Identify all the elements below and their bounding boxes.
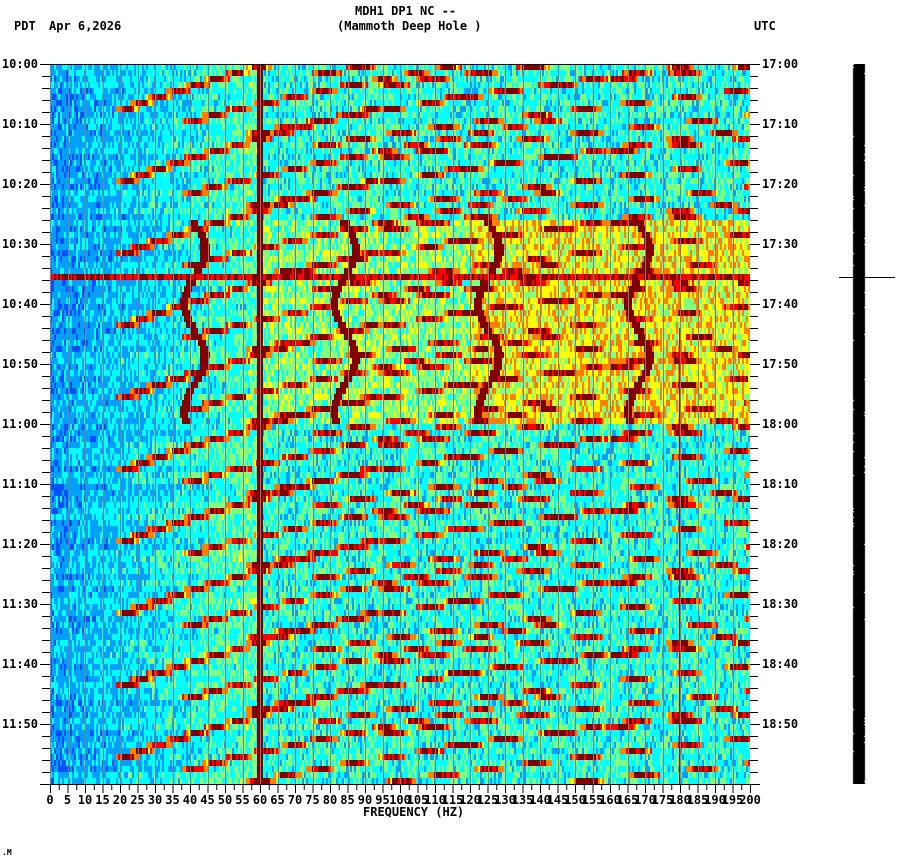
y-tick-label-right: 17:10 bbox=[762, 117, 799, 131]
x-tick-label: 45 bbox=[200, 793, 215, 807]
x-tick-label: 180 bbox=[669, 793, 691, 807]
x-tick-label: 95 bbox=[375, 793, 390, 807]
y-tick-label-right: 17:30 bbox=[762, 237, 799, 251]
x-tick-label: 75 bbox=[305, 793, 320, 807]
x-tick-label: 115 bbox=[441, 793, 464, 807]
y-tick-label-right: 17:50 bbox=[762, 357, 799, 371]
y-tick-label-left: 10:20 bbox=[1, 177, 38, 191]
x-tick-label: 10 bbox=[77, 793, 93, 807]
x-tick-label: 120 bbox=[459, 793, 481, 807]
left-timezone-label: PDT bbox=[14, 19, 36, 33]
y-tick-label-left: 11:00 bbox=[1, 417, 38, 431]
x-tick-label: 160 bbox=[599, 793, 621, 807]
y-tick-label-left: 11:10 bbox=[1, 477, 38, 491]
x-tick-label: 100 bbox=[389, 793, 411, 807]
x-tick-label: 15 bbox=[95, 793, 110, 807]
x-tick-label: 20 bbox=[112, 793, 128, 807]
x-tick-label: 50 bbox=[217, 793, 233, 807]
x-tick-label: 185 bbox=[686, 793, 709, 807]
x-tick-label: 60 bbox=[252, 793, 268, 807]
x-tick-label: 145 bbox=[546, 793, 569, 807]
x-tick-label: 175 bbox=[651, 793, 674, 807]
y-tick-label-right: 18:20 bbox=[762, 537, 799, 551]
y-tick-label-right: 18:30 bbox=[762, 597, 799, 611]
x-tick-label: 125 bbox=[476, 793, 499, 807]
y-tick-label-left: 10:00 bbox=[1, 57, 38, 71]
x-tick-label: 135 bbox=[511, 793, 534, 807]
x-tick-label: 150 bbox=[564, 793, 586, 807]
station-title: MDH1 DP1 NC -- bbox=[355, 4, 457, 18]
y-tick-label-right: 18:50 bbox=[762, 717, 799, 731]
x-tick-label: 165 bbox=[616, 793, 639, 807]
x-tick-label: 200 bbox=[739, 793, 761, 807]
y-tick-label-right: 18:40 bbox=[762, 657, 799, 671]
x-tick-label: 85 bbox=[340, 793, 355, 807]
x-tick-label: 155 bbox=[581, 793, 604, 807]
y-tick-label-left: 11:20 bbox=[1, 537, 38, 551]
y-tick-label-right: 17:40 bbox=[762, 297, 799, 311]
y-tick-label-right: 18:00 bbox=[762, 417, 799, 431]
x-tick-label: 55 bbox=[235, 793, 250, 807]
x-tick-label: 25 bbox=[130, 793, 145, 807]
x-tick-label: 170 bbox=[634, 793, 656, 807]
date-label: Apr 6,2026 bbox=[49, 19, 122, 33]
x-tick-label: 5 bbox=[63, 793, 72, 807]
x-tick-label: 70 bbox=[287, 793, 303, 807]
y-tick-label-right: 17:20 bbox=[762, 177, 799, 191]
y-tick-label-left: 10:50 bbox=[1, 357, 38, 371]
x-tick-label: 35 bbox=[165, 793, 180, 807]
y-tick-label-left: 11:30 bbox=[1, 597, 38, 611]
x-tick-label: 65 bbox=[270, 793, 285, 807]
footer-mark: .M bbox=[2, 848, 12, 857]
trace-marker-line bbox=[839, 277, 895, 278]
seismogram-trace bbox=[852, 64, 866, 784]
x-axis-title: FREQUENCY (HZ) bbox=[363, 805, 465, 819]
x-tick-label: 130 bbox=[494, 793, 516, 807]
x-tick-label: 105 bbox=[406, 793, 429, 807]
y-tick-label-left: 10:30 bbox=[1, 237, 38, 251]
site-subtitle: (Mammoth Deep Hole ) bbox=[337, 19, 482, 33]
spectrogram-plot bbox=[50, 64, 750, 784]
y-tick-label-left: 10:10 bbox=[1, 117, 38, 131]
x-tick-label: 110 bbox=[424, 793, 446, 807]
x-tick-label: 190 bbox=[704, 793, 726, 807]
y-tick-label-left: 11:40 bbox=[1, 657, 38, 671]
x-tick-label: 30 bbox=[147, 793, 163, 807]
x-tick-label: 140 bbox=[529, 793, 551, 807]
y-tick-label-left: 10:40 bbox=[1, 297, 38, 311]
x-tick-label: 0 bbox=[46, 793, 54, 807]
y-tick-label-right: 17:00 bbox=[762, 57, 799, 71]
x-tick-label: 40 bbox=[182, 793, 198, 807]
right-timezone-label: UTC bbox=[754, 19, 776, 33]
x-tick-label: 195 bbox=[721, 793, 744, 807]
x-tick-label: 80 bbox=[322, 793, 338, 807]
y-tick-label-left: 11:50 bbox=[1, 717, 38, 731]
y-tick-label-right: 18:10 bbox=[762, 477, 799, 491]
x-tick-label: 90 bbox=[357, 793, 373, 807]
